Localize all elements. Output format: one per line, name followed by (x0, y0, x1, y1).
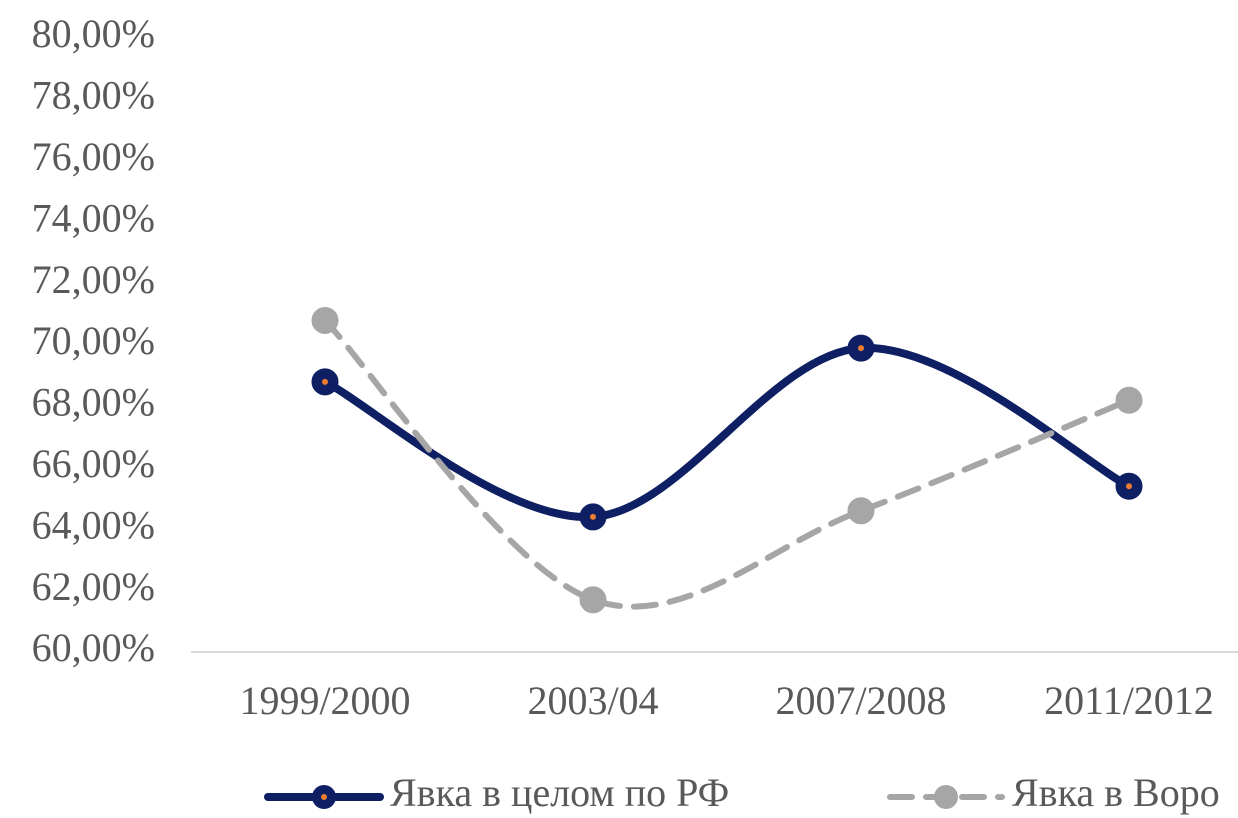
x-tick-label: 2011/2012 (1044, 678, 1214, 723)
point-marker (847, 497, 875, 525)
y-tick-label: 80,00% (32, 11, 155, 56)
y-tick-label: 62,00% (32, 564, 155, 609)
y-tick-label: 74,00% (32, 195, 155, 240)
series-line (321, 344, 1133, 521)
legend-label: Явка в целом по РФ (390, 770, 729, 815)
y-tick-label: 76,00% (32, 134, 155, 179)
point-center (858, 345, 864, 352)
x-tick-label: 2007/2008 (775, 678, 946, 723)
y-tick-label: 60,00% (32, 625, 155, 670)
legend-marker-center (321, 794, 327, 800)
y-tick-label: 72,00% (32, 257, 155, 302)
point-marker (311, 306, 339, 334)
point-center (322, 378, 328, 385)
x-tick-label: 2003/04 (527, 678, 658, 723)
legend-label: Явка в Воро (1012, 770, 1220, 815)
point-marker (579, 586, 607, 614)
y-tick-label: 68,00% (32, 380, 155, 425)
series-line (322, 317, 1132, 610)
point-marker (1115, 386, 1143, 414)
x-tick-label: 1999/2000 (239, 678, 410, 723)
point-center (1126, 483, 1132, 490)
legend-marker (934, 785, 958, 809)
point-center (590, 513, 596, 520)
y-tick-label: 70,00% (32, 318, 155, 363)
y-tick-label: 64,00% (32, 502, 155, 547)
y-tick-label: 66,00% (32, 441, 155, 486)
y-tick-label: 78,00% (32, 73, 155, 118)
